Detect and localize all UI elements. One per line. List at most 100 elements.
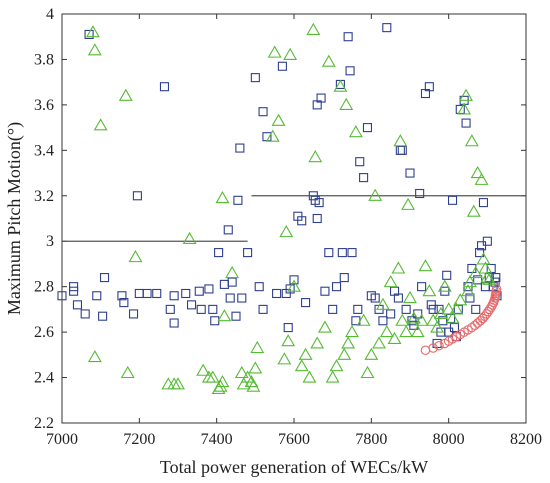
triangle-point <box>466 204 481 217</box>
triangle-point <box>339 97 354 110</box>
square-point <box>285 284 295 294</box>
square-point <box>297 216 307 226</box>
square-point <box>478 198 489 208</box>
triangle-point <box>360 365 375 379</box>
triangle-point <box>426 313 441 326</box>
triangle-point <box>310 336 325 349</box>
y-tick-label: 3.2 <box>34 188 54 205</box>
triangle-point <box>480 270 495 283</box>
tick-labels: 7000 7200 7400 7600 7800 8000 8200 2.2 2.4 2.6 2.8… <box>34 6 542 448</box>
square-point <box>169 318 179 328</box>
triangle-point <box>225 265 240 279</box>
square-point <box>181 288 191 299</box>
square-point <box>250 73 260 83</box>
square-point <box>210 316 220 326</box>
square-point <box>359 173 369 183</box>
square-point <box>401 304 411 314</box>
triangle-point <box>401 197 416 210</box>
square-point <box>289 275 299 285</box>
square-point <box>337 248 347 258</box>
square-point <box>134 288 144 299</box>
triangle-point <box>468 265 483 279</box>
triangle-point <box>85 25 100 38</box>
triangle-point <box>213 379 228 392</box>
triangle-point <box>368 188 383 201</box>
triangle-point <box>453 293 468 306</box>
reference-lines <box>62 195 526 242</box>
triangle-point <box>387 331 402 344</box>
y-tick-label: 2.2 <box>34 415 54 432</box>
triangle-point <box>308 150 323 163</box>
square-point <box>378 316 388 326</box>
circle-point <box>420 345 431 356</box>
triangle-point <box>449 302 464 315</box>
triangle-point <box>464 134 479 147</box>
triangle-point <box>236 377 251 390</box>
triangle-point <box>430 320 445 333</box>
triangle-point <box>393 134 408 147</box>
triangle-point <box>281 334 296 347</box>
triangle-point <box>422 284 437 297</box>
triangle-point <box>248 361 263 374</box>
triangle-point <box>441 302 456 315</box>
square-point <box>208 304 218 314</box>
y-tick-label: 3.4 <box>34 142 54 159</box>
square-point <box>442 270 452 280</box>
square-point <box>461 118 471 128</box>
triangle-point <box>474 172 489 185</box>
triangle-point <box>317 320 332 333</box>
square-point <box>235 143 245 153</box>
square-point <box>258 107 268 117</box>
x-tick-label: 8200 <box>510 431 542 448</box>
triangle-point <box>379 325 394 338</box>
triangle-point <box>372 336 387 349</box>
triangle-point <box>418 259 433 272</box>
triangle-point <box>215 374 230 388</box>
x-tick-label: 7800 <box>355 431 387 448</box>
square-point <box>227 277 237 287</box>
triangle-point <box>482 272 497 285</box>
square-point <box>331 282 342 292</box>
triangle-point <box>298 347 313 360</box>
square-point <box>320 286 330 296</box>
square-point <box>80 309 90 319</box>
y-tick-label: 3.6 <box>34 97 54 114</box>
square-point <box>214 248 224 258</box>
square-point <box>159 82 170 92</box>
square-point <box>343 32 353 42</box>
square-point <box>98 311 108 321</box>
square-point <box>231 311 241 321</box>
triangle-point <box>171 377 185 390</box>
triangle-point <box>118 88 133 101</box>
triangle-point <box>93 118 108 131</box>
square-point <box>386 309 396 319</box>
square-point <box>465 293 475 303</box>
y-tick-label: 3 <box>46 233 54 250</box>
square-point <box>165 304 175 314</box>
square-point <box>186 300 197 310</box>
square-point <box>283 323 293 333</box>
triangle-point <box>375 297 390 310</box>
square-point <box>447 195 458 205</box>
triangle-point <box>476 252 491 265</box>
square-point <box>243 248 253 258</box>
circle-point <box>434 340 444 351</box>
triangle-point <box>277 352 292 365</box>
square-point <box>467 263 477 274</box>
square-point <box>219 279 229 289</box>
triangle-point <box>433 306 448 319</box>
triangle-point <box>325 370 340 383</box>
square-point <box>424 82 434 92</box>
circle-point <box>467 322 477 333</box>
triangle-point <box>470 165 485 179</box>
triangle-point <box>244 374 259 388</box>
square-point <box>204 284 214 294</box>
square-point <box>382 23 392 33</box>
triangle-point <box>87 349 102 363</box>
triangle-point <box>462 275 477 288</box>
square-point <box>225 293 235 303</box>
square-point <box>57 291 67 301</box>
triangle-point <box>205 370 220 383</box>
square-point <box>482 236 492 246</box>
